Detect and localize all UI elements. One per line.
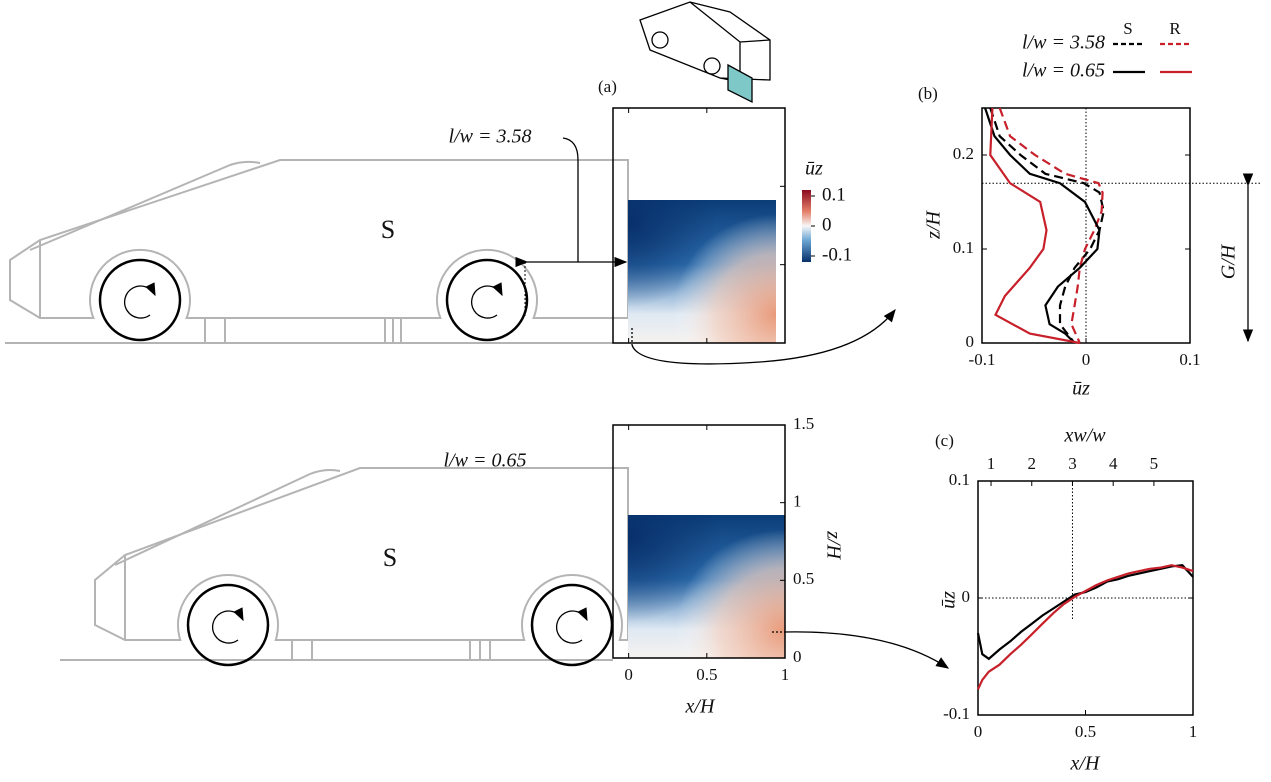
colorbar bbox=[802, 190, 811, 262]
annotation: S bbox=[381, 215, 395, 244]
y-tick-label: 0 bbox=[966, 332, 975, 351]
y-tick-label: 0.2 bbox=[953, 144, 974, 163]
y-tick-label: 0 bbox=[793, 647, 802, 666]
legend-row: l/w = 3.58 bbox=[1022, 32, 1105, 54]
x2-tick-label: 5 bbox=[1150, 454, 1159, 473]
y-tick-label: 0 bbox=[962, 587, 971, 606]
legend-column: R bbox=[1169, 19, 1181, 38]
colorbar-tick-label: -0.1 bbox=[822, 244, 852, 265]
x-axis-label: ūz bbox=[1072, 378, 1090, 400]
y-tick-label: 1.5 bbox=[793, 414, 814, 433]
series-line bbox=[976, 564, 1194, 690]
x2-tick-label: 1 bbox=[987, 454, 996, 473]
legend-row: l/w = 0.65 bbox=[1022, 60, 1105, 82]
panel-label: (b) bbox=[918, 84, 938, 103]
y-tick-label: 1 bbox=[793, 492, 802, 511]
car-top bbox=[5, 137, 629, 344]
y-axis-label: z/H bbox=[923, 210, 945, 240]
colorbar-tick-label: 0.1 bbox=[822, 184, 846, 205]
y-axis-label: ūz bbox=[938, 591, 960, 609]
car-icon bbox=[639, 1, 771, 104]
x2-tick-label: 3 bbox=[1068, 454, 1077, 473]
annotation: G/H bbox=[1218, 243, 1240, 279]
y-axis-label: z/H bbox=[822, 530, 844, 560]
colorbar-label: ūz bbox=[805, 158, 823, 180]
annotation: S bbox=[383, 543, 397, 572]
series-line bbox=[989, 107, 1081, 345]
y-tick-label: 0.1 bbox=[949, 470, 970, 489]
x2-tick-label: 2 bbox=[1028, 454, 1037, 473]
x-tick-label: 0 bbox=[1082, 350, 1091, 369]
connector-arrows bbox=[631, 308, 950, 669]
x-tick-label: -0.1 bbox=[969, 350, 996, 369]
heat-field-bottom bbox=[628, 515, 785, 658]
x-tick-label: 0.5 bbox=[696, 665, 717, 684]
car-bottom bbox=[60, 467, 629, 667]
x-tick-label: 1 bbox=[1189, 722, 1198, 741]
legend-column: S bbox=[1123, 19, 1132, 38]
x-tick-label: 0.5 bbox=[1075, 722, 1096, 741]
x-tick-label: 0 bbox=[974, 722, 983, 741]
annotation: l/w = 0.65 bbox=[444, 450, 527, 472]
x2-axis-label: xw/w bbox=[1063, 425, 1106, 447]
colorbar-tick-label: 0 bbox=[822, 214, 832, 235]
x-axis-label: x/H bbox=[685, 696, 716, 718]
y-tick-label: 0.1 bbox=[953, 238, 974, 257]
x2-tick-label: 4 bbox=[1109, 454, 1118, 473]
series-line bbox=[989, 107, 1105, 344]
annotation: l/w = 3.58 bbox=[449, 126, 532, 148]
x-tick-label: 1 bbox=[781, 665, 790, 684]
series-line bbox=[998, 107, 1104, 344]
series-line bbox=[976, 564, 1194, 661]
y-tick-label: -0.1 bbox=[943, 704, 970, 723]
heat-field-top bbox=[628, 200, 776, 343]
x-tick-label: 0.1 bbox=[1179, 350, 1200, 369]
x-axis-label: x/H bbox=[1070, 753, 1101, 775]
panel-label: (c) bbox=[935, 431, 954, 450]
panel-label: (a) bbox=[598, 77, 617, 96]
y-tick-label: 0.5 bbox=[793, 569, 814, 588]
x-tick-label: 0 bbox=[624, 665, 633, 684]
series-line bbox=[984, 107, 1101, 344]
